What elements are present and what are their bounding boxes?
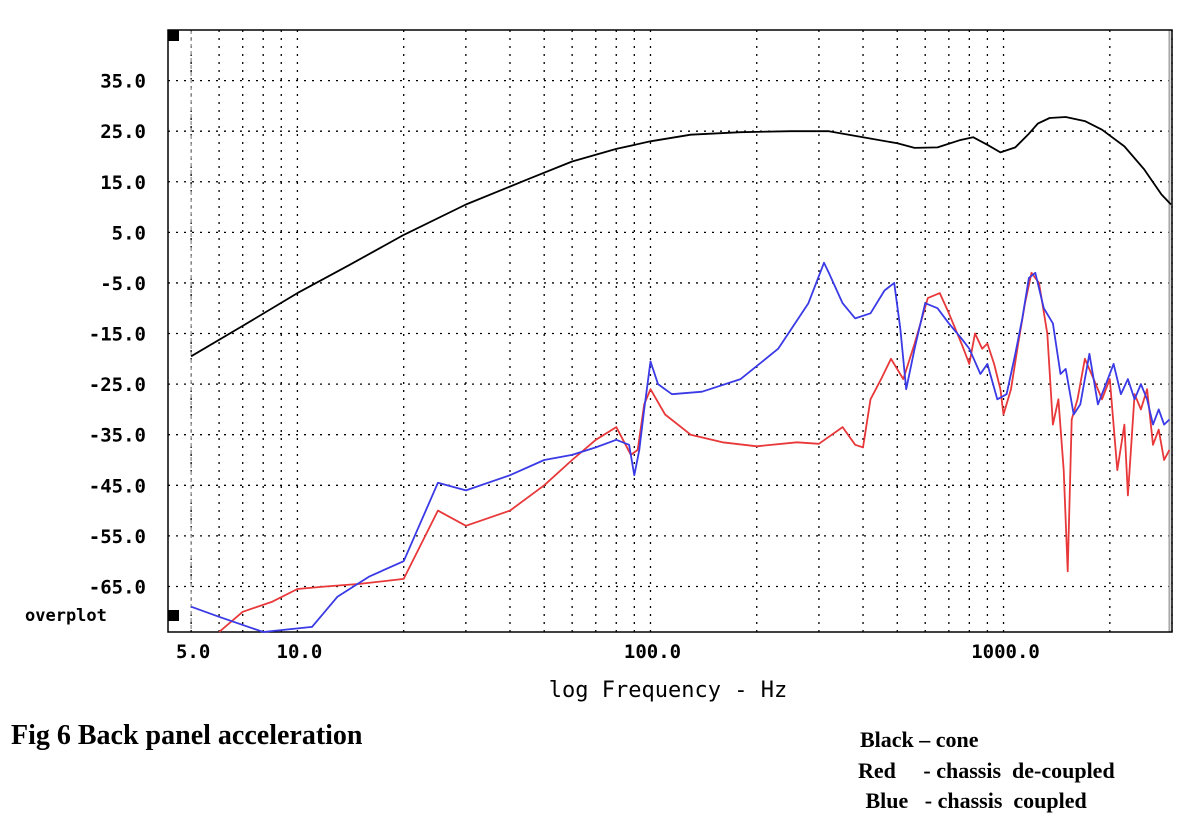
y-tick-label: -35.0 bbox=[89, 425, 146, 447]
legend-entry-red: Red - chassis de-coupled bbox=[858, 758, 1115, 783]
legend-entry-black: Black – cone bbox=[860, 727, 979, 752]
y-tick-label: -65.0 bbox=[89, 576, 146, 598]
y-tick-label: -25.0 bbox=[89, 374, 146, 396]
y-tick-label: 15.0 bbox=[100, 172, 146, 194]
overplot-label: overplot bbox=[25, 606, 107, 626]
y-tick-label: -55.0 bbox=[89, 526, 146, 548]
series-line-red bbox=[218, 271, 1171, 633]
y-tick-label: -15.0 bbox=[89, 324, 146, 346]
y-tick-labels: 35.0 25.0 15.0 5.0 -5.0 -15.0 -25.0 -35.0 -45.0 -… bbox=[89, 71, 146, 599]
figure-caption: Fig 6 Back panel acceleration bbox=[11, 720, 363, 751]
y-tick-label: 25.0 bbox=[100, 121, 146, 143]
x-tick-labels: 5.0 10.0 100.0 1000.0 bbox=[176, 641, 1040, 663]
series-line-blue bbox=[190, 261, 1171, 633]
plot-frame bbox=[167, 29, 1173, 633]
marker-bottom-left bbox=[168, 610, 179, 621]
legend-entry-blue: Blue - chassis coupled bbox=[860, 788, 1087, 813]
series-line-black bbox=[190, 116, 1172, 358]
y-tick-label: 35.0 bbox=[100, 71, 146, 93]
x-tick-label: 5.0 bbox=[176, 641, 210, 663]
series-layer bbox=[190, 116, 1172, 633]
x-axis-title: log Frequency - Hz bbox=[549, 678, 787, 703]
marker-top-left bbox=[168, 30, 179, 41]
x-tick-label: 100.0 bbox=[624, 641, 681, 663]
y-tick-label: 5.0 bbox=[112, 222, 146, 244]
grid bbox=[168, 30, 1173, 632]
y-tick-label: -5.0 bbox=[100, 273, 146, 295]
x-tick-label: 10.0 bbox=[277, 641, 323, 663]
x-tick-label: 1000.0 bbox=[971, 641, 1040, 663]
y-tick-label: -45.0 bbox=[89, 475, 146, 497]
